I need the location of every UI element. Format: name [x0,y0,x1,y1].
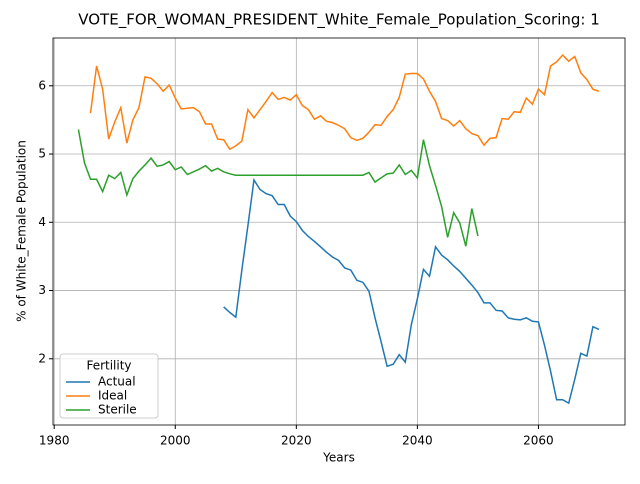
legend-box [59,353,159,419]
plot-frame [52,37,626,426]
x-tick-label: 1980 [39,434,70,448]
x-tick-label: 2020 [281,434,312,448]
series-line [77,129,479,247]
legend-label: Actual [98,375,136,389]
x-axis-label: Years [322,451,355,465]
series-line [89,53,600,151]
series-line [223,177,600,405]
y-tick-label: 2 [38,351,46,365]
y-tick-label: 4 [38,215,46,229]
chart-title: VOTE_FOR_WOMAN_PRESIDENT_White_Female_Po… [78,11,600,30]
y-tick-label: 3 [38,283,46,297]
x-tick-label: 2040 [402,434,433,448]
x-tick-label: 2060 [523,434,554,448]
x-tick-label: 2000 [160,434,191,448]
y-axis-label: % of White_Female Population [15,140,29,322]
legend-title: Fertility [86,359,131,373]
y-tick-label: 5 [38,147,46,161]
y-tick-label: 6 [38,78,46,92]
legend-label: Sterile [98,403,137,417]
legend-label: Ideal [98,389,127,403]
